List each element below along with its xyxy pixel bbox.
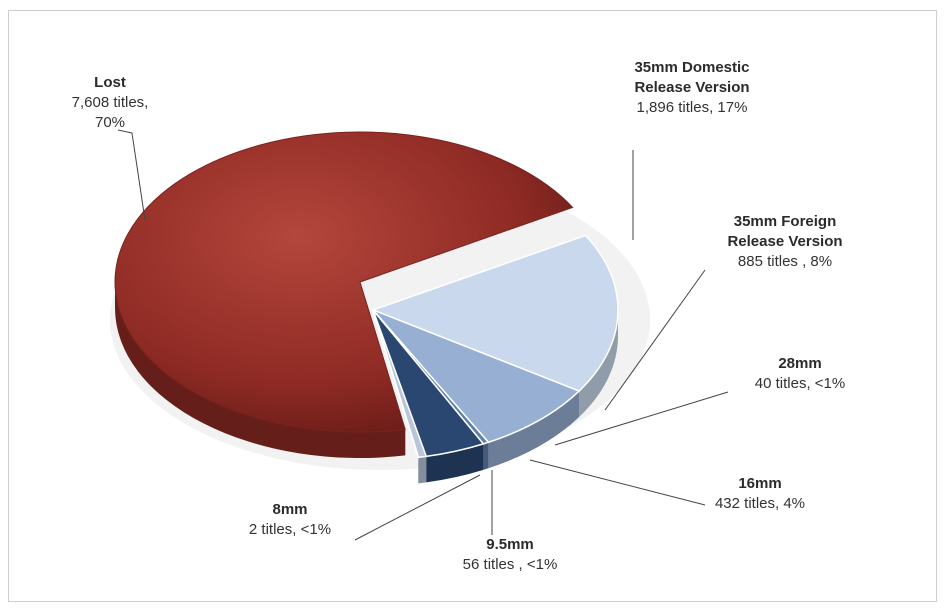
slice-side-28mm	[483, 442, 489, 470]
label-28mm-detail: 40 titles, <1%	[754, 375, 846, 392]
leader-line-0	[117, 129, 146, 221]
label-9-5mm-name: 9.5mm	[486, 536, 534, 553]
leader-line-3	[554, 391, 729, 446]
label-9-5mm: 9.5mm 56 titles , <1%	[440, 535, 580, 575]
label-8mm-name: 8mm	[272, 501, 308, 518]
pie-top	[114, 131, 619, 459]
label-lost: Lost 7,608 titles, 70%	[55, 73, 165, 133]
label-8mm-detail: 2 titles, <1%	[248, 521, 332, 538]
label-lost-pct: 70%	[94, 114, 126, 131]
slice-side-16mm	[426, 443, 484, 483]
slice-side-35mm-domestic-release-version	[579, 309, 618, 418]
label-35mm-domestic: 35mm Domestic Release Version 1,896 titl…	[592, 58, 792, 118]
label-lost-name: Lost	[94, 74, 126, 91]
label-35mm-domestic-name1: 35mm Domestic	[634, 59, 750, 76]
label-28mm: 28mm 40 titles, <1%	[730, 354, 870, 394]
label-28mm-name: 28mm	[778, 355, 822, 372]
leader-line-2	[604, 269, 706, 411]
label-8mm: 8mm 2 titles, <1%	[225, 500, 355, 540]
slice-35mm-foreign-release-version	[372, 309, 581, 444]
label-lost-count: 7,608 titles,	[71, 94, 149, 111]
slice-side-9-5mm	[418, 456, 427, 484]
label-9-5mm-detail: 56 titles , <1%	[462, 556, 558, 573]
label-35mm-domestic-name2: Release Version	[634, 79, 750, 96]
label-35mm-foreign-detail: 885 titles , 8%	[737, 253, 833, 270]
label-16mm: 16mm 432 titles, 4%	[690, 474, 830, 514]
leader-line-6	[354, 474, 481, 541]
label-35mm-foreign-name1: 35mm Foreign	[733, 213, 837, 230]
slice-8mm	[372, 309, 420, 459]
label-16mm-name: 16mm	[738, 475, 782, 492]
label-35mm-foreign-name2: Release Version	[727, 233, 843, 250]
label-35mm-domestic-detail: 1,896 titles, 17%	[636, 99, 748, 116]
slice-lost	[114, 131, 574, 433]
slice-35mm-domestic-release-version	[370, 234, 619, 392]
slice-side-lost	[115, 282, 406, 458]
leader-lines	[117, 129, 729, 541]
label-16mm-detail: 432 titles, 4%	[714, 495, 806, 512]
label-35mm-foreign: 35mm Foreign Release Version 885 titles …	[700, 212, 870, 272]
leader-line-4	[529, 459, 706, 506]
